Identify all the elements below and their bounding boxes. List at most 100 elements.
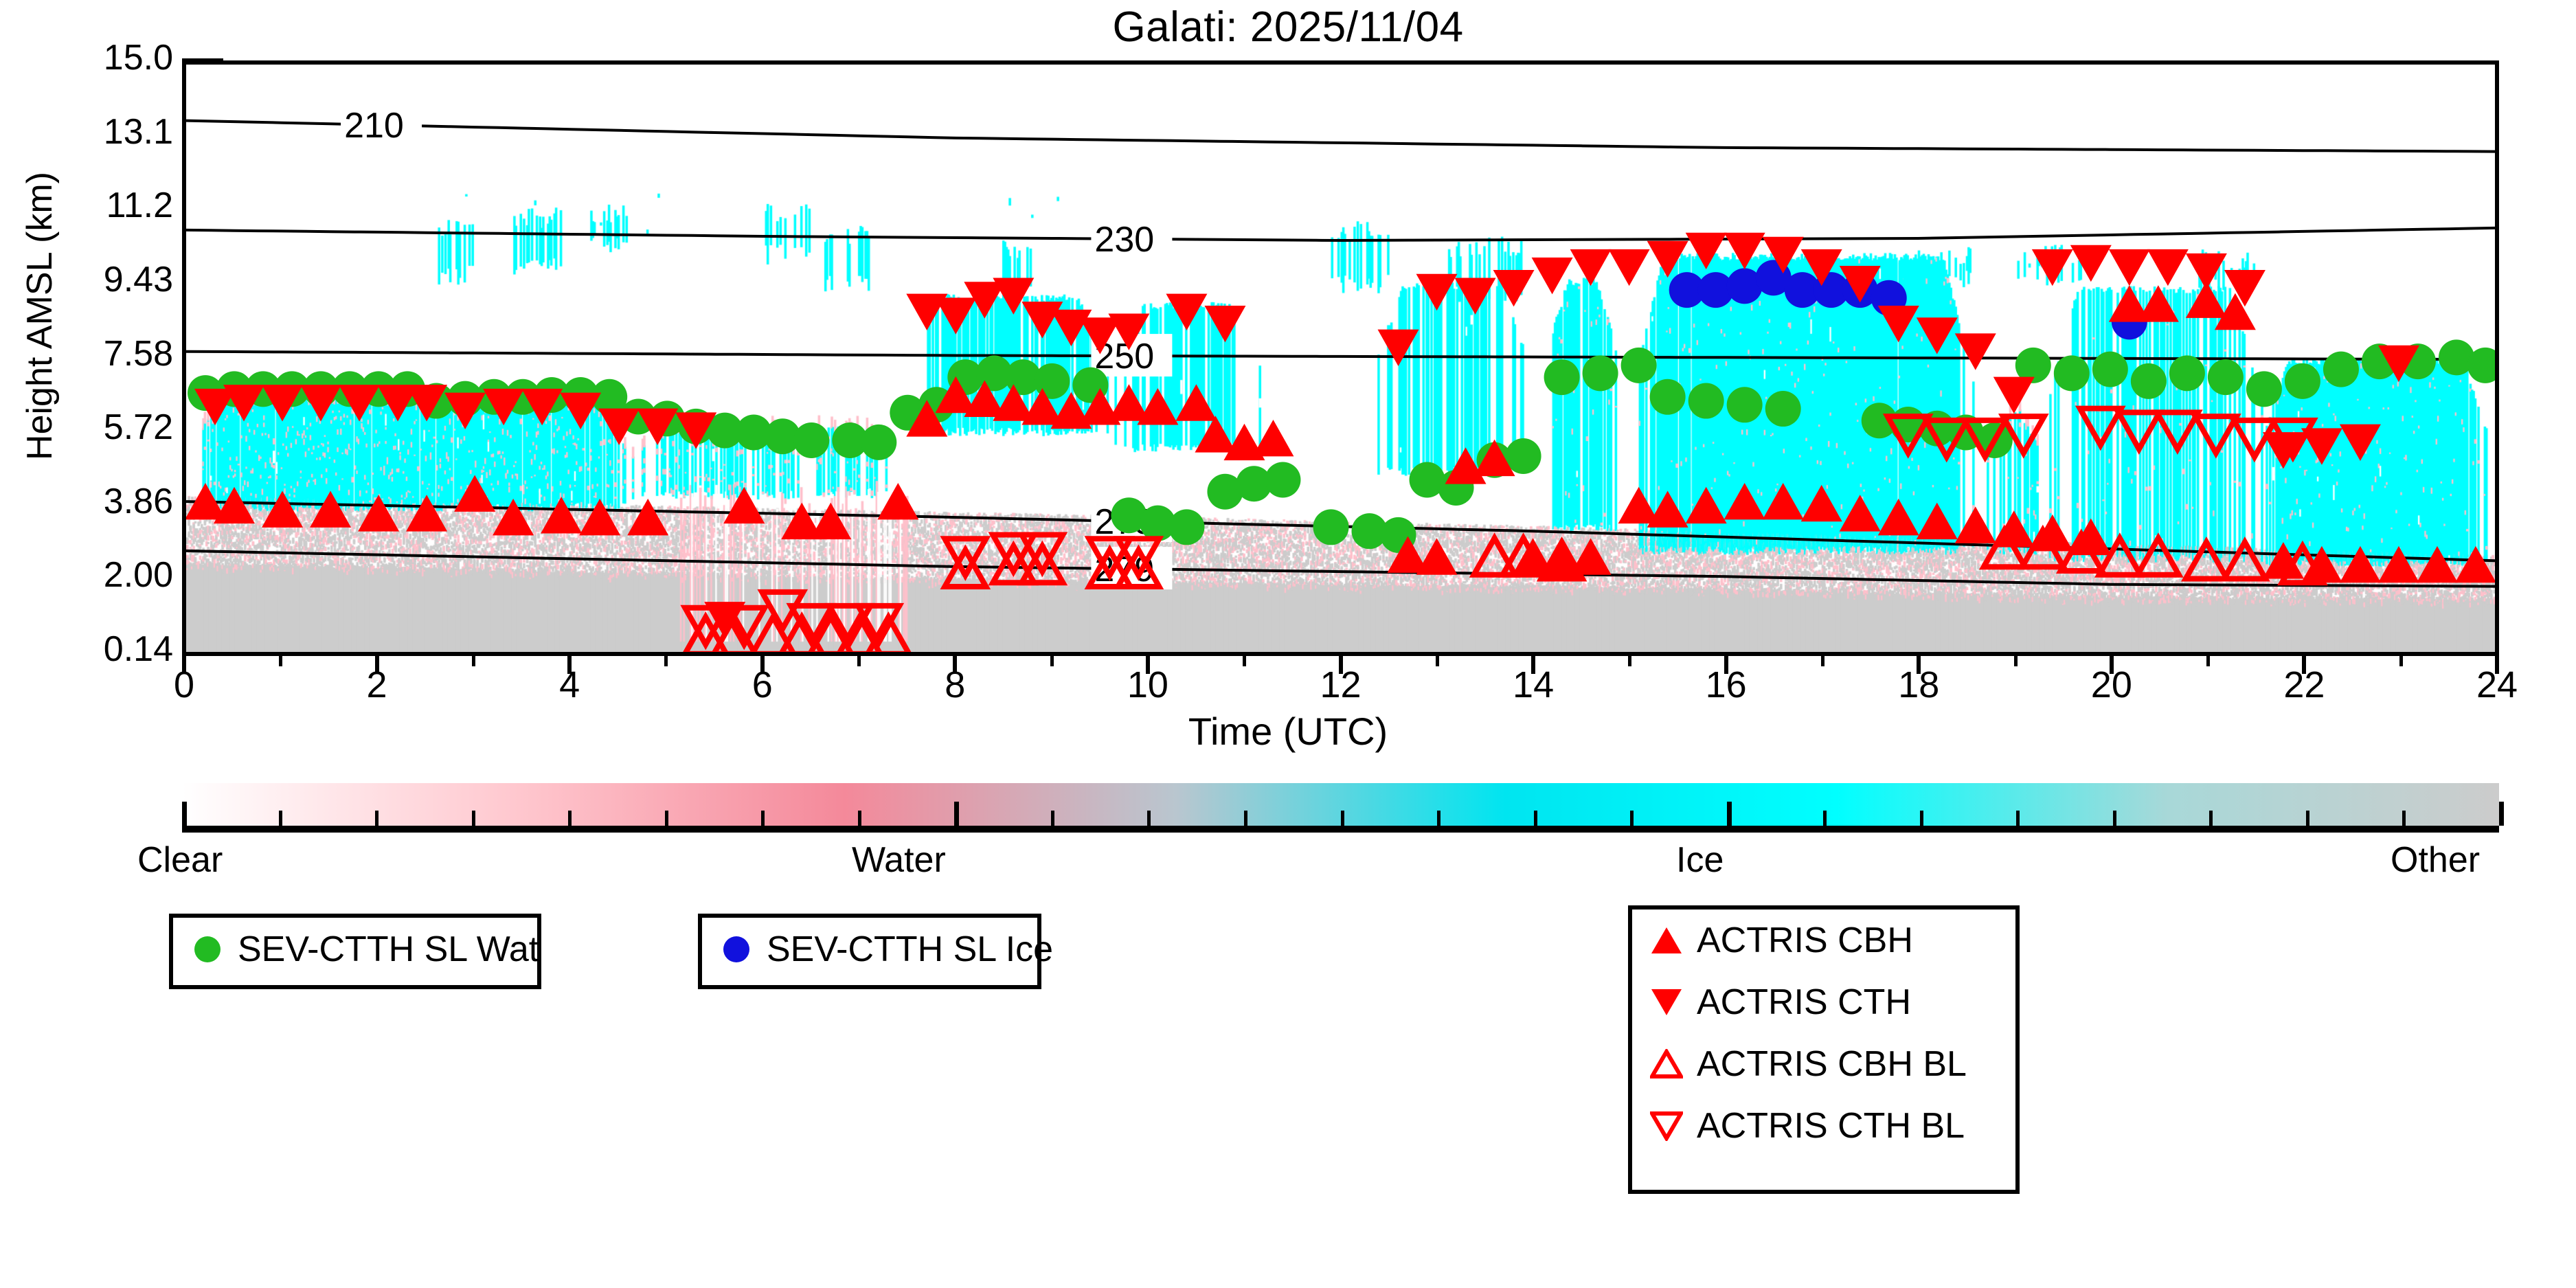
data-point	[1505, 438, 1541, 474]
data-point	[2017, 524, 2068, 570]
data-point	[877, 482, 919, 520]
data-point	[704, 602, 746, 639]
data-point	[2092, 351, 2128, 387]
data-point	[1877, 498, 1919, 536]
x-axis-tick-24: 24	[2476, 664, 2518, 705]
data-point	[2438, 339, 2474, 376]
data-point	[1618, 486, 1660, 524]
colorbar-label-clear: Clear	[137, 840, 223, 880]
x-axis-tick-mark	[1338, 656, 1343, 674]
data-point	[1017, 540, 1068, 586]
data-point	[2219, 536, 2270, 582]
legend-sev-ctth-sl-ice[interactable]: SEV-CTTH SL Ice	[698, 914, 1053, 989]
data-point	[2339, 424, 2381, 462]
data-point	[2147, 249, 2189, 286]
data-point	[2185, 253, 2227, 291]
data-point	[1647, 240, 1688, 278]
legend-item-actris-cth[interactable]: ACTRIS CTH	[1632, 971, 2015, 1033]
colorbar-tick	[2016, 811, 2020, 826]
colorbar-tick	[1050, 811, 1054, 826]
legend-item-actris-cth-bl[interactable]: ACTRIS CTH BL	[1632, 1095, 2015, 1157]
data-point	[1582, 355, 1618, 392]
data-point	[1313, 509, 1349, 545]
data-point	[406, 495, 448, 532]
x-axis-minor-tick	[1243, 656, 1247, 666]
isotherm-label-210: 210	[344, 106, 404, 146]
data-point	[1541, 540, 1583, 577]
series-actris-cth-bl	[680, 405, 2318, 651]
colorbar-tick	[1726, 802, 1732, 826]
data-point	[1108, 384, 1150, 421]
colorbar-tick	[761, 811, 765, 826]
data-point	[1079, 388, 1121, 425]
data-point	[2377, 345, 2419, 383]
data-point	[358, 495, 400, 532]
data-point	[1685, 232, 1727, 270]
data-point	[1726, 268, 1763, 304]
plot-area[interactable]: 210230250273279	[182, 60, 2499, 656]
data-point	[723, 486, 765, 524]
y-axis-tick-0.14: 0.14	[103, 629, 173, 669]
data-point	[2070, 245, 2112, 282]
data-point	[1531, 257, 1573, 295]
data-point	[1416, 273, 1458, 311]
data-point	[993, 384, 1035, 421]
data-point	[223, 385, 265, 422]
data-point	[2152, 409, 2203, 455]
x-axis-tick-2: 2	[366, 664, 387, 705]
x-axis-minor-tick	[471, 656, 475, 666]
y-axis-label: Height AMSL (km)	[20, 172, 60, 460]
data-point	[493, 498, 534, 536]
x-axis-minor-tick	[1050, 656, 1054, 666]
data-point	[300, 385, 342, 422]
legend-actris[interactable]: ACTRIS CBH ACTRIS CTH ACTRIS CBH BL ACTR…	[1628, 905, 2020, 1194]
x-axis-minor-tick	[664, 656, 668, 666]
legend-item[interactable]: SEV-CTTH SL Wat	[173, 918, 539, 981]
colorbar-tick	[2499, 802, 2504, 826]
data-point	[483, 388, 525, 426]
data-point	[2130, 363, 2167, 399]
x-axis-tick-mark	[2109, 656, 2114, 674]
legend-item-actris-cbh[interactable]: ACTRIS CBH	[1632, 909, 2015, 971]
data-point	[750, 611, 796, 652]
x-axis-tick-mark	[1917, 656, 1921, 674]
series-actris-cbh	[186, 281, 2495, 583]
data-point	[186, 482, 227, 520]
triangle-up-open-icon	[1647, 1049, 1686, 1079]
colorbar-tick	[375, 811, 379, 826]
data-point	[1113, 544, 1164, 590]
data-point	[1166, 293, 1208, 331]
legend-item[interactable]: SEV-CTTH SL Ice	[702, 918, 1053, 981]
triangle-down-open-icon	[1647, 1111, 1686, 1141]
data-point	[824, 602, 876, 648]
x-axis-minor-tick	[1628, 656, 1632, 666]
x-axis-tick-mark	[1145, 656, 1150, 674]
triangle-up-filled-icon	[1647, 927, 1686, 953]
x-axis-minor-tick	[857, 656, 861, 666]
legend-item-actris-cbh-bl[interactable]: ACTRIS CBH BL	[1632, 1033, 2015, 1095]
data-point	[262, 385, 304, 422]
x-axis-tick-mark	[2302, 656, 2307, 674]
legend-sev-ctth-sl-wat[interactable]: SEV-CTTH SL Wat	[169, 914, 541, 989]
classification-colorbar[interactable]	[182, 783, 2504, 833]
data-point	[2246, 371, 2282, 407]
data-point	[2301, 545, 2342, 583]
data-point	[2053, 355, 2090, 392]
data-point	[560, 392, 602, 430]
data-point	[2108, 249, 2150, 286]
data-point	[940, 536, 991, 581]
colorbar-tick	[954, 802, 960, 826]
data-point	[2416, 545, 2458, 583]
data-point	[1647, 490, 1688, 528]
data-point	[675, 412, 717, 449]
data-point	[377, 385, 419, 422]
data-point	[1959, 417, 2011, 463]
data-point	[2094, 532, 2145, 578]
data-point	[1469, 532, 1520, 578]
data-point	[2301, 428, 2342, 465]
data-point	[853, 602, 905, 648]
legend-label: SEV-CTTH SL Ice	[767, 929, 1054, 969]
data-point	[1724, 232, 1765, 270]
data-point	[1724, 482, 1765, 520]
data-point	[406, 385, 448, 422]
